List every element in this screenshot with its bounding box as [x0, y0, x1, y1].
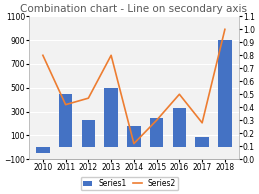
- Series2: [41, 54, 44, 56]
- Series2: [200, 122, 204, 124]
- Bar: [59, 94, 73, 147]
- Line: Series2: Series2: [43, 29, 225, 144]
- Bar: [127, 126, 141, 147]
- Bar: [36, 147, 50, 153]
- Series2: [178, 93, 181, 95]
- Series2: [110, 54, 113, 56]
- Series2: [64, 103, 67, 106]
- Series2: [87, 97, 90, 99]
- Series2: [132, 142, 135, 145]
- Series2: [223, 28, 226, 30]
- Bar: [150, 118, 163, 147]
- Bar: [218, 40, 232, 147]
- Bar: [172, 108, 186, 147]
- Title: Combination chart - Line on secondary axis: Combination chart - Line on secondary ax…: [20, 4, 247, 14]
- Series2: [155, 119, 158, 121]
- Legend: Series1, Series2: Series1, Series2: [81, 177, 178, 190]
- Bar: [195, 137, 209, 147]
- Bar: [104, 88, 118, 147]
- Bar: [82, 120, 95, 147]
